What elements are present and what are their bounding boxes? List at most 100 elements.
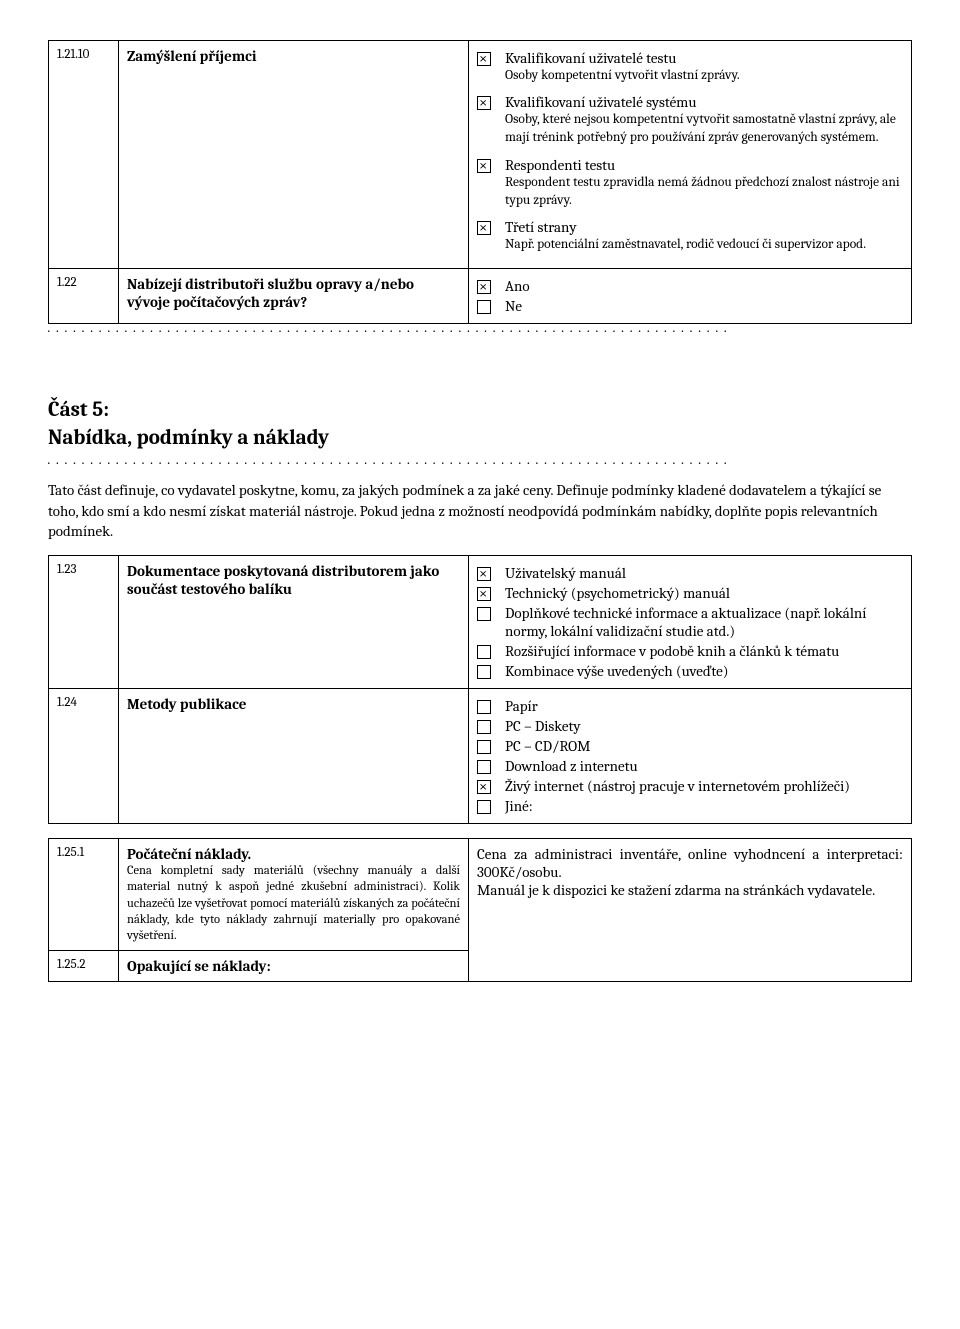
checkbox-text: Ne	[505, 297, 903, 315]
row-label: Počáteční náklady.	[127, 845, 460, 863]
checkbox-text: Doplňkové technické informace a aktualiz…	[505, 604, 903, 640]
checkbox-title: Živý internet (nástroj pracuje v interne…	[505, 777, 903, 795]
checkbox-option: Respondenti testuRespondent testu zpravi…	[477, 156, 903, 210]
checkbox-option: PC – CD/ROM	[477, 737, 903, 755]
checkbox-title: Kvalifikovaní uživatelé testu	[505, 49, 903, 67]
checkbox-title: Ne	[505, 297, 903, 315]
checkbox-option: Ano	[477, 277, 903, 295]
checkbox-text: Živý internet (nástroj pracuje v interne…	[505, 777, 903, 795]
row-label-sub: Cena kompletní sady materiálů (všechny m…	[127, 863, 460, 944]
table-row: 1.22 Nabízejí distributoři službu opravy…	[49, 269, 912, 324]
checkbox-title: Download z internetu	[505, 757, 903, 775]
row-content: Uživatelský manuál Technický (psychometri…	[469, 556, 912, 689]
checkbox-icon	[477, 159, 491, 173]
checkbox-icon	[477, 780, 491, 794]
section-subheading: Nabídka, podmínky a náklady	[48, 426, 912, 450]
checkbox-icon	[477, 665, 491, 679]
row-content: Ano Ne	[469, 269, 912, 324]
checkbox-option: Kvalifikovaní uživatelé systémuOsoby, kt…	[477, 93, 903, 147]
checkbox-option: Kvalifikovaní uživatelé testuOsoby kompe…	[477, 49, 903, 85]
checkbox-text: Uživatelský manuál	[505, 564, 903, 582]
checkbox-title: Papír	[505, 697, 903, 715]
checkbox-title: Ano	[505, 277, 903, 295]
checkbox-icon	[477, 52, 491, 66]
checkbox-title: Respondenti testu	[505, 156, 903, 174]
row-label: Metody publikace	[119, 689, 469, 824]
checkbox-option: Ne	[477, 297, 903, 315]
checkbox-text: PC – Diskety	[505, 717, 903, 735]
checkbox-icon	[477, 700, 491, 714]
checkbox-text: Papír	[505, 697, 903, 715]
table-row: 1.24 Metody publikace PapírPC – DisketyP…	[49, 689, 912, 824]
row-number: 1.25.1	[49, 839, 119, 951]
checkbox-icon	[477, 567, 491, 581]
row-label: Opakující se náklady:	[119, 951, 469, 982]
checkbox-text: Třetí stranyNapř. potenciální zaměstnava…	[505, 218, 903, 254]
divider-dots: · · · · · · · · · · · · · · · · · · · · …	[48, 324, 912, 338]
checkbox-option: Technický (psychometrický) manuál	[477, 584, 903, 602]
checkbox-icon	[477, 280, 491, 294]
checkbox-subtitle: Osoby, které nejsou kompetentní vytvořit…	[505, 111, 903, 147]
checkbox-icon	[477, 96, 491, 110]
divider-dots: · · · · · · · · · · · · · · · · · · · · …	[48, 456, 912, 470]
checkbox-option: Papír	[477, 697, 903, 715]
checkbox-title: PC – CD/ROM	[505, 737, 903, 755]
checkbox-text: Ano	[505, 277, 903, 295]
checkbox-icon	[477, 760, 491, 774]
checkbox-text: Respondenti testuRespondent testu zpravi…	[505, 156, 903, 210]
checkbox-icon	[477, 587, 491, 601]
checkbox-icon	[477, 645, 491, 659]
checkbox-title: Jiné:	[505, 797, 903, 815]
checkbox-text: Download z internetu	[505, 757, 903, 775]
table-costs: 1.25.1 Počáteční náklady. Cena kompletní…	[48, 838, 912, 982]
section-intro: Tato část definuje, co vydavatel poskytn…	[48, 480, 912, 541]
checkbox-option: Živý internet (nástroj pracuje v interne…	[477, 777, 903, 795]
checkbox-text: Kombinace výše uvedených (uveďte)	[505, 662, 903, 680]
row-label: Nabízejí distributoři službu opravy a/ne…	[119, 269, 469, 324]
checkbox-title: Třetí strany	[505, 218, 903, 236]
row-number: 1.21.10	[49, 41, 119, 269]
checkbox-option: Rozšiřující informace v podobě knih a čl…	[477, 642, 903, 660]
checkbox-option: PC – Diskety	[477, 717, 903, 735]
checkbox-icon	[477, 800, 491, 814]
checkbox-option: Download z internetu	[477, 757, 903, 775]
row-label: Zamýšlení příjemci	[119, 41, 469, 269]
row-content: Kvalifikovaní uživatelé testuOsoby kompe…	[469, 41, 912, 269]
checkbox-text: Kvalifikovaní uživatelé testuOsoby kompe…	[505, 49, 903, 85]
checkbox-title: Kvalifikovaní uživatelé systému	[505, 93, 903, 111]
checkbox-text: Jiné:	[505, 797, 903, 815]
row-number: 1.22	[49, 269, 119, 324]
checkbox-icon	[477, 607, 491, 621]
table-recipients: 1.21.10 Zamýšlení příjemci Kvalifikovaní…	[48, 40, 912, 324]
checkbox-text: Rozšiřující informace v podobě knih a čl…	[505, 642, 903, 660]
table-row: 1.23 Dokumentace poskytovaná distributor…	[49, 556, 912, 689]
checkbox-icon	[477, 221, 491, 235]
checkbox-text: Kvalifikovaní uživatelé systémuOsoby, kt…	[505, 93, 903, 147]
checkbox-subtitle: Respondent testu zpravidla nemá žádnou p…	[505, 174, 903, 210]
row-number: 1.24	[49, 689, 119, 824]
row-label-cell: Počáteční náklady. Cena kompletní sady m…	[119, 839, 469, 951]
checkbox-title: Rozšiřující informace v podobě knih a čl…	[505, 642, 903, 660]
row-number: 1.23	[49, 556, 119, 689]
table-documentation: 1.23 Dokumentace poskytovaná distributor…	[48, 555, 912, 824]
checkbox-title: PC – Diskety	[505, 717, 903, 735]
checkbox-icon	[477, 300, 491, 314]
row-label: Dokumentace poskytovaná distributorem ja…	[119, 556, 469, 689]
checkbox-title: Kombinace výše uvedených (uveďte)	[505, 662, 903, 680]
checkbox-option: Doplňkové technické informace a aktualiz…	[477, 604, 903, 640]
checkbox-text: Technický (psychometrický) manuál	[505, 584, 903, 602]
checkbox-option: Uživatelský manuál	[477, 564, 903, 582]
checkbox-title: Doplňkové technické informace a aktualiz…	[505, 604, 903, 640]
section-heading: Část 5:	[48, 398, 912, 422]
checkbox-icon	[477, 720, 491, 734]
table-row: 1.25.1 Počáteční náklady. Cena kompletní…	[49, 839, 912, 951]
row-content: Papír PC – Diskety PC – CD/ROM Download z i…	[469, 689, 912, 824]
checkbox-option: Kombinace výše uvedených (uveďte)	[477, 662, 903, 680]
checkbox-subtitle: Osoby kompetentní vytvořit vlastní zpráv…	[505, 67, 903, 85]
checkbox-option: Třetí stranyNapř. potenciální zaměstnava…	[477, 218, 903, 254]
checkbox-icon	[477, 740, 491, 754]
row-content: Cena za administraci inventáře, online v…	[469, 839, 912, 982]
checkbox-subtitle: Např. potenciální zaměstnavatel, rodič v…	[505, 236, 903, 254]
checkbox-title: Technický (psychometrický) manuál	[505, 584, 903, 602]
checkbox-text: PC – CD/ROM	[505, 737, 903, 755]
